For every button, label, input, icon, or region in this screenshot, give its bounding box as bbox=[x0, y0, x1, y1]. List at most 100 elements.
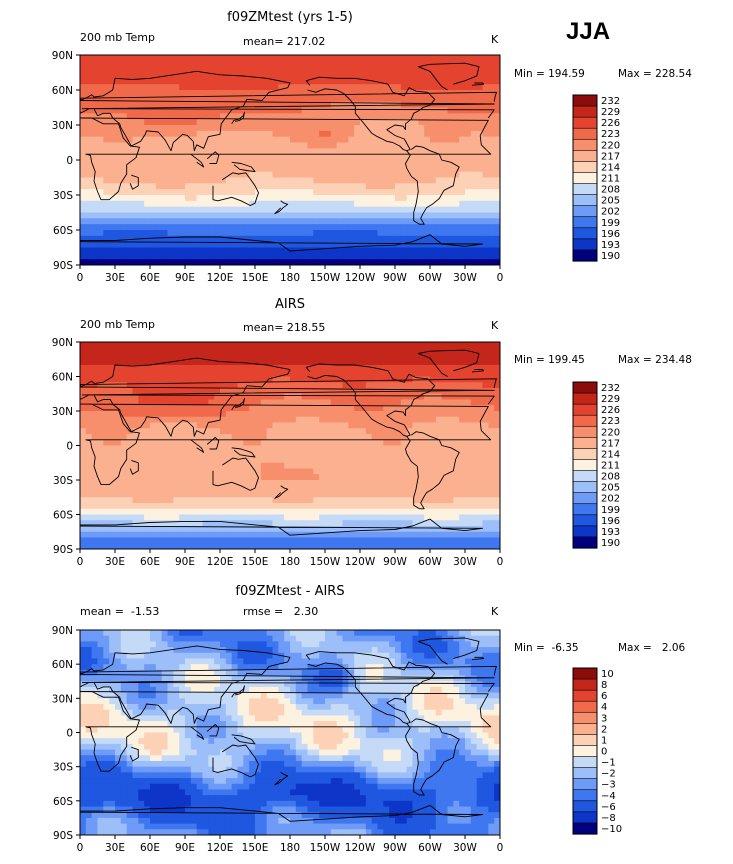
field-cell bbox=[406, 78, 414, 85]
field-cell bbox=[249, 206, 256, 214]
field-cell bbox=[470, 101, 478, 109]
field-cell bbox=[295, 428, 303, 435]
field-cell bbox=[430, 405, 437, 412]
field-cell bbox=[155, 445, 163, 452]
field-cell bbox=[231, 520, 239, 527]
field-cell bbox=[459, 72, 466, 79]
field-cell bbox=[190, 200, 198, 208]
field-cell bbox=[85, 405, 93, 412]
field-cell bbox=[231, 468, 239, 475]
field-cell bbox=[447, 66, 454, 74]
field-cell bbox=[313, 101, 320, 109]
field-cell bbox=[214, 382, 221, 389]
field-cell bbox=[412, 405, 419, 412]
colorbar-frame bbox=[572, 94, 598, 262]
field-cell bbox=[185, 230, 192, 237]
field-cell bbox=[360, 136, 367, 144]
field-cell bbox=[243, 514, 250, 521]
field-cell bbox=[400, 422, 408, 429]
field-cell bbox=[278, 259, 285, 265]
colorbar-label: 199 bbox=[601, 218, 620, 229]
field-cell bbox=[155, 189, 163, 196]
field-cell bbox=[214, 183, 221, 190]
field-cell bbox=[453, 171, 460, 179]
field-cell bbox=[80, 393, 87, 401]
field-cell bbox=[494, 428, 500, 435]
field-cell bbox=[406, 230, 414, 237]
field-cell bbox=[313, 474, 320, 481]
field-cell bbox=[430, 445, 437, 452]
field-cell bbox=[488, 200, 495, 208]
field-cell bbox=[103, 445, 110, 452]
field-cell bbox=[313, 224, 320, 231]
field-cell bbox=[470, 382, 478, 389]
field-cell bbox=[150, 241, 157, 249]
field-cell bbox=[290, 154, 297, 161]
field-cell bbox=[453, 72, 460, 79]
field-cell bbox=[354, 154, 361, 161]
field-cell bbox=[465, 200, 472, 208]
field-cell bbox=[365, 195, 373, 202]
field-cell bbox=[435, 353, 443, 360]
field-cell bbox=[435, 462, 443, 470]
field-cell bbox=[150, 200, 157, 208]
field-cell bbox=[208, 497, 215, 504]
field-cell bbox=[173, 218, 180, 225]
field-cell bbox=[360, 165, 367, 173]
field-cell bbox=[260, 399, 268, 406]
field-cell bbox=[336, 445, 344, 452]
field-cell bbox=[447, 84, 454, 91]
field-cell bbox=[325, 247, 332, 254]
field-cell bbox=[488, 405, 495, 412]
field-cell bbox=[202, 107, 209, 114]
field-cell bbox=[354, 497, 361, 504]
field-cell bbox=[249, 370, 256, 378]
field-cell bbox=[97, 60, 104, 68]
field-cell bbox=[453, 445, 460, 452]
field-cell bbox=[150, 113, 157, 120]
field-cell bbox=[214, 347, 221, 355]
field-cell bbox=[126, 411, 134, 418]
field-cell bbox=[348, 388, 355, 395]
field-cell bbox=[109, 171, 116, 179]
field-cell bbox=[418, 485, 425, 493]
field-cell bbox=[132, 347, 139, 355]
field-cell bbox=[336, 462, 344, 470]
field-cell bbox=[109, 90, 116, 97]
field-cell bbox=[476, 72, 484, 79]
field-cell bbox=[365, 353, 373, 360]
field-cell bbox=[400, 491, 408, 498]
field-cell bbox=[155, 130, 163, 138]
field-cell bbox=[97, 462, 104, 470]
field-cell bbox=[144, 434, 151, 441]
field-cell bbox=[260, 474, 268, 481]
field-cell bbox=[360, 474, 367, 481]
field-cell bbox=[336, 434, 344, 441]
field-cell bbox=[196, 136, 204, 144]
field-cell bbox=[120, 462, 128, 470]
field-cell bbox=[418, 503, 425, 510]
field-cell bbox=[284, 148, 291, 155]
field-cell bbox=[196, 177, 204, 184]
field-cell bbox=[330, 497, 338, 504]
field-cell bbox=[196, 342, 204, 349]
field-cell bbox=[225, 200, 233, 208]
field-cell bbox=[453, 119, 460, 126]
field-cell bbox=[354, 359, 361, 366]
field-cell bbox=[173, 503, 180, 510]
coastline bbox=[417, 62, 480, 91]
field-cell bbox=[430, 160, 437, 167]
field-cell bbox=[313, 520, 320, 527]
field-cell bbox=[459, 485, 466, 493]
field-cell bbox=[196, 405, 204, 412]
field-cell bbox=[488, 359, 495, 366]
field-cell bbox=[395, 113, 402, 120]
field-cell bbox=[179, 235, 186, 243]
field-cell bbox=[307, 130, 314, 138]
field-cell bbox=[115, 434, 122, 441]
field-cell bbox=[231, 457, 239, 464]
field-cell bbox=[173, 130, 180, 138]
field-cell bbox=[120, 382, 128, 389]
field-cell bbox=[80, 206, 87, 214]
field-cell bbox=[412, 491, 419, 498]
